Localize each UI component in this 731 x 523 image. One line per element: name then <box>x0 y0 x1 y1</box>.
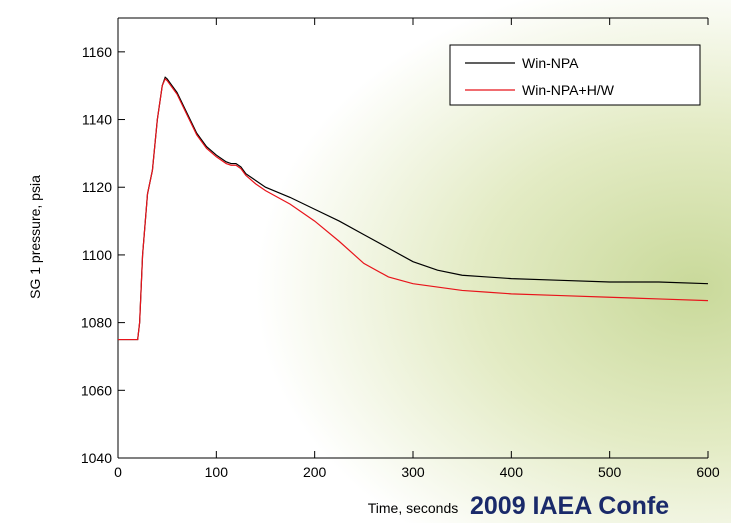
x-tick-label: 500 <box>598 464 622 480</box>
y-tick-label: 1100 <box>82 247 112 263</box>
x-tick-label: 600 <box>696 464 720 480</box>
y-tick-label: 1140 <box>82 112 112 128</box>
y-tick-label: 1080 <box>81 315 112 331</box>
footer: 2009 IAEA Confe <box>470 492 669 520</box>
x-tick-label: 200 <box>303 464 327 480</box>
series-line <box>118 77 709 341</box>
x-tick-label: 100 <box>205 464 229 480</box>
legend-box <box>449 44 701 106</box>
x-tick-label: 400 <box>500 464 524 480</box>
x-axis-label: Time, seconds <box>368 500 459 516</box>
x-tick-label: 0 <box>114 464 122 480</box>
y-tick-label: 1040 <box>81 450 112 466</box>
y-tick-label: 1120 <box>82 179 112 195</box>
x-tick-label: 300 <box>401 464 425 480</box>
y-tick-label: 1160 <box>82 44 112 60</box>
legend-label: Win-NPA+H/W <box>522 82 615 98</box>
legend-label: Win-NPA <box>522 55 579 71</box>
y-tick-label: 1060 <box>81 382 112 398</box>
y-axis-label: SG 1 pressure, psia <box>27 175 43 299</box>
